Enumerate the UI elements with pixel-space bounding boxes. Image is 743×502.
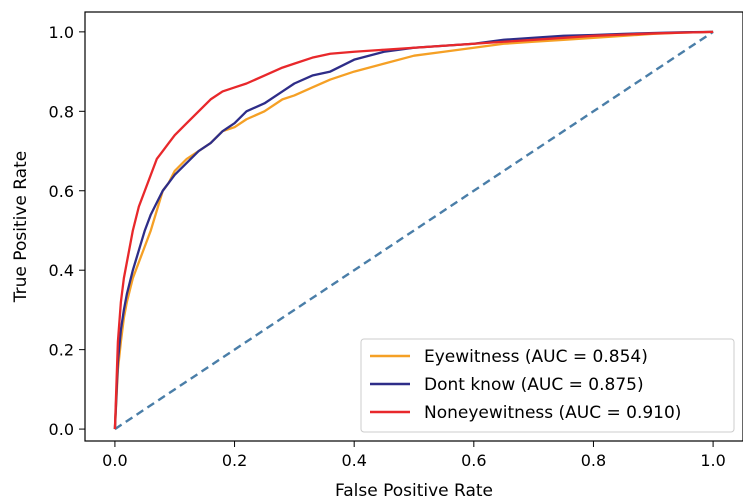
y-tick-label: 0.8 xyxy=(49,102,74,121)
series-line xyxy=(113,30,714,430)
legend: Eyewitness (AUC = 0.854) Dont know (AUC =… xyxy=(360,338,735,433)
legend-entry: Noneyewitness (AUC = 0.910) xyxy=(424,403,681,423)
series-line xyxy=(113,30,714,430)
series-line xyxy=(113,30,714,430)
x-axis: 0.0 0.2 0.4 0.6 0.8 1.0 xyxy=(102,441,726,470)
y-tick-label: 0.0 xyxy=(49,420,74,439)
x-tick-label: 0.8 xyxy=(581,451,606,470)
y-tick-label: 0.2 xyxy=(49,341,74,360)
y-axis-label: True Positive Rate xyxy=(11,151,31,303)
y-axis: 0.0 0.2 0.4 0.6 0.8 1.0 xyxy=(49,23,85,439)
legend-box xyxy=(360,338,735,433)
legend-entry: Eyewitness (AUC = 0.854) xyxy=(424,347,648,367)
chance-diagonal-line xyxy=(114,30,714,431)
legend-entry: Dont know (AUC = 0.875) xyxy=(424,375,644,395)
y-tick-label: 0.6 xyxy=(49,182,74,201)
x-tick-label: 0.2 xyxy=(222,451,247,470)
y-tick-label: 0.4 xyxy=(49,261,74,280)
x-tick-label: 1.0 xyxy=(700,451,725,470)
x-tick-label: 0.4 xyxy=(341,451,366,470)
y-tick-label: 1.0 xyxy=(49,23,74,42)
x-axis-label: False Positive Rate xyxy=(335,481,493,501)
x-tick-label: 0.6 xyxy=(461,451,486,470)
series-layer xyxy=(113,30,714,431)
x-tick-label: 0.0 xyxy=(102,451,127,470)
plot-area-frame xyxy=(84,11,743,442)
